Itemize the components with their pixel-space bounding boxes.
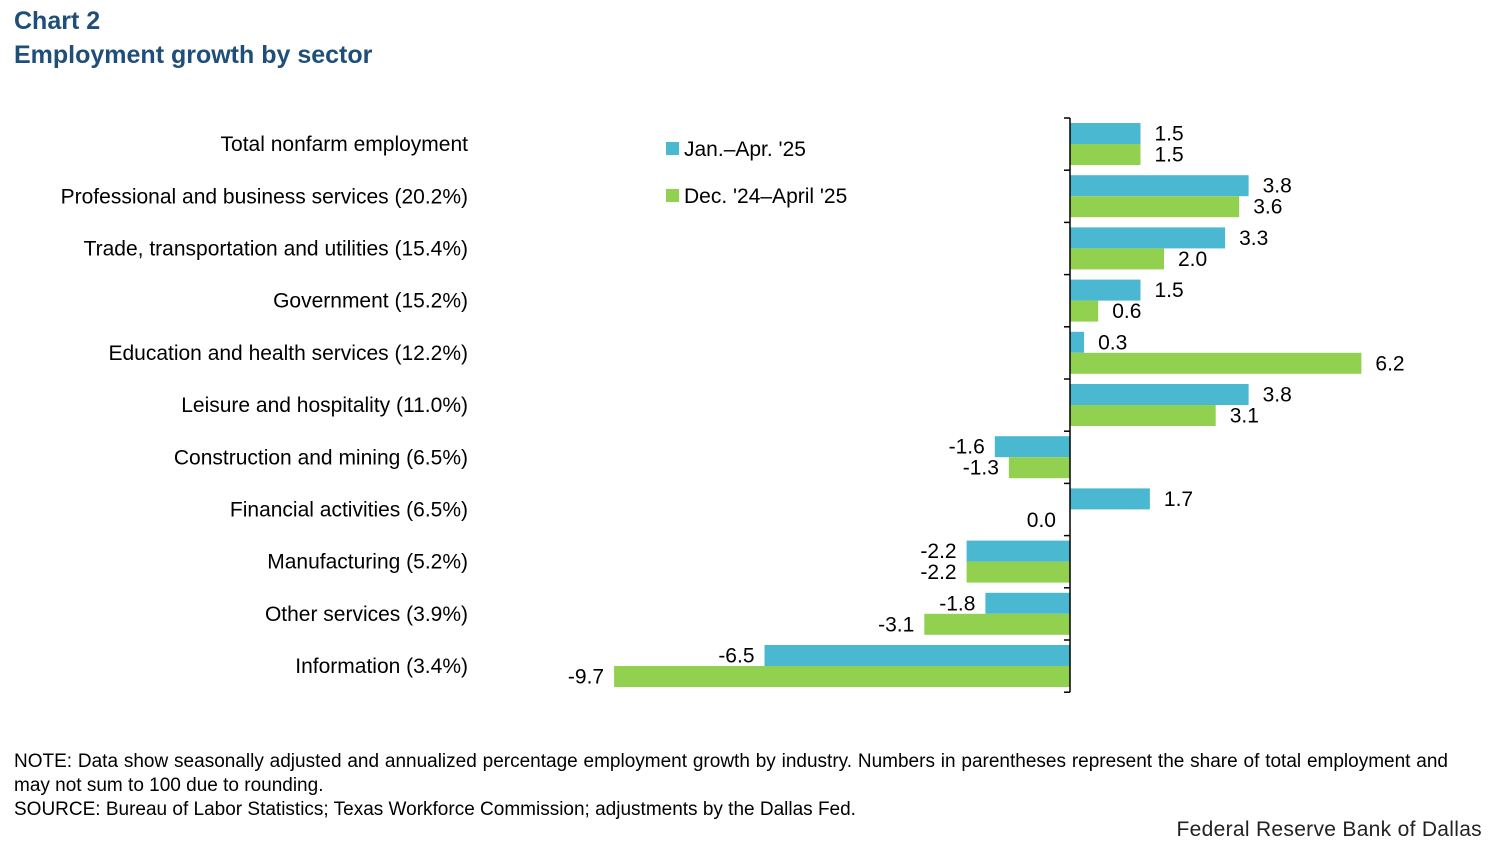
data-label-series2: 3.6 <box>1253 196 1282 219</box>
bar-series1 <box>985 592 1070 614</box>
data-label-series1: -6.5 <box>718 645 754 668</box>
footnote: NOTE: Data show seasonally adjusted and … <box>14 751 1448 796</box>
category-label: Other services (3.9%) <box>265 603 468 626</box>
data-label-series1: 3.8 <box>1263 175 1292 198</box>
data-label-series1: 3.8 <box>1263 384 1292 407</box>
data-label-series1: -1.6 <box>949 436 985 459</box>
legend-label-series2: Dec. '24–April '25 <box>684 185 848 208</box>
data-label-series2: 2.0 <box>1178 248 1207 271</box>
category-label: Education and health services (12.2%) <box>108 342 468 365</box>
category-label: Information (3.4%) <box>295 655 468 678</box>
category-label: Financial activities (6.5%) <box>230 499 468 522</box>
data-label-series2: 3.1 <box>1230 405 1259 428</box>
data-label-series1: 1.7 <box>1164 488 1193 511</box>
bar-series2 <box>614 666 1070 687</box>
source-line: SOURCE: Bureau of Labor Statistics; Texa… <box>14 799 856 820</box>
bar-chart: Total nonfarm employment 1.51.5Profession… <box>61 117 1405 693</box>
category-label: Trade, transportation and utilities (15.… <box>84 238 468 261</box>
data-label-series1: -2.2 <box>920 540 956 563</box>
chart-title: Employment growth by sector <box>14 41 373 69</box>
brand-name: Federal Reserve Bank of Dallas <box>1176 818 1482 841</box>
legend-swatch-series2 <box>666 188 679 202</box>
bar-series2 <box>1070 352 1362 374</box>
chart-number: Chart 2 <box>14 7 101 35</box>
data-label-series2: -2.2 <box>920 561 956 584</box>
bar-series2 <box>1070 405 1216 426</box>
legend-item-series2: Dec. '24–April '25 <box>666 185 847 209</box>
chart-title-block: Chart 2 Employment growth by sector <box>14 4 372 72</box>
bar-series1 <box>1070 279 1141 301</box>
bar-series1 <box>1070 227 1226 249</box>
bar-series2 <box>966 561 1070 583</box>
bar-series2 <box>1070 196 1240 218</box>
bar-series1 <box>1070 384 1249 405</box>
category-label: Leisure and hospitality (11.0%) <box>181 394 468 417</box>
legend-swatch-series1 <box>666 141 679 155</box>
data-label-series1: 1.5 <box>1155 279 1184 302</box>
bar-series2 <box>1070 248 1164 270</box>
data-label-series2: 1.5 <box>1155 144 1184 167</box>
bar-series1 <box>1070 488 1150 510</box>
category-label: Government (15.2%) <box>273 290 468 313</box>
data-label-series2: 0.0 <box>1027 509 1056 532</box>
bar-series2 <box>1070 300 1099 322</box>
bar-series2 <box>924 613 1070 635</box>
bar-series1 <box>1070 123 1141 144</box>
data-label-series2: -1.3 <box>963 457 999 480</box>
bar-series1 <box>1070 175 1249 197</box>
bar-series1 <box>1070 331 1085 353</box>
category-label: Total nonfarm employment <box>221 133 469 156</box>
bar-series2 <box>1070 144 1141 165</box>
legend-label-series1: Jan.–Apr. '25 <box>684 138 806 161</box>
bar-series2 <box>1008 457 1070 479</box>
category-label: Professional and business services (20.2… <box>61 185 468 208</box>
data-label-series1: 0.3 <box>1098 331 1127 354</box>
bar-series1 <box>966 540 1070 562</box>
data-label-series2: -9.7 <box>568 666 604 689</box>
bar-series1 <box>764 645 1070 666</box>
data-label-series2: 6.2 <box>1375 352 1404 375</box>
legend-item-series1: Jan.–Apr. '25 <box>666 138 806 162</box>
data-label-series1: 3.3 <box>1239 227 1268 250</box>
data-label-series1: -1.8 <box>939 592 975 615</box>
data-label-series2: 0.6 <box>1112 300 1141 323</box>
data-label-series1: 1.5 <box>1155 123 1184 146</box>
category-label: Construction and mining (6.5%) <box>174 446 468 469</box>
category-label: Manufacturing (5.2%) <box>267 551 468 574</box>
bar-series1 <box>994 436 1070 458</box>
data-label-series2: -3.1 <box>878 613 914 636</box>
